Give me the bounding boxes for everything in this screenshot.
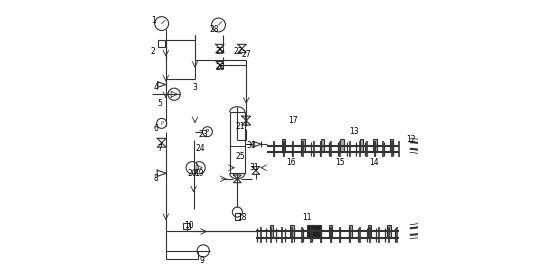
- Bar: [282, 139, 285, 153]
- Text: 8: 8: [154, 174, 159, 183]
- Bar: [183, 223, 190, 229]
- Bar: [235, 213, 240, 220]
- Text: 15: 15: [335, 158, 345, 167]
- Bar: [390, 139, 394, 153]
- Text: 25: 25: [236, 152, 245, 161]
- Text: 13: 13: [349, 127, 359, 136]
- Text: 22: 22: [233, 47, 243, 56]
- Text: 21: 21: [236, 122, 245, 131]
- Text: 3: 3: [192, 83, 197, 92]
- Text: 6: 6: [154, 124, 159, 133]
- Bar: [340, 139, 344, 153]
- Text: 19: 19: [195, 169, 204, 178]
- Text: 28: 28: [210, 25, 219, 34]
- Text: 11: 11: [302, 213, 312, 222]
- Bar: [307, 225, 321, 238]
- Text: 29: 29: [215, 47, 225, 56]
- Bar: [230, 112, 245, 173]
- Bar: [301, 139, 305, 153]
- Text: 10: 10: [184, 221, 194, 230]
- Text: 1: 1: [151, 16, 156, 25]
- Bar: [329, 225, 333, 238]
- Bar: [269, 225, 273, 238]
- Bar: [321, 139, 324, 153]
- Text: 5: 5: [157, 99, 162, 108]
- Bar: [348, 225, 352, 238]
- Circle shape: [202, 127, 212, 137]
- Text: 27: 27: [241, 50, 251, 59]
- Circle shape: [157, 118, 167, 128]
- Bar: [290, 225, 293, 238]
- Bar: [373, 139, 377, 153]
- Text: 18: 18: [238, 213, 247, 222]
- Bar: [359, 139, 363, 153]
- Bar: [368, 225, 371, 238]
- Circle shape: [233, 207, 243, 217]
- Text: P: P: [206, 129, 209, 134]
- Text: 17: 17: [288, 116, 298, 125]
- Circle shape: [193, 162, 205, 174]
- Text: 9: 9: [200, 256, 205, 265]
- Text: 16: 16: [286, 158, 295, 167]
- Text: P: P: [206, 129, 209, 134]
- Text: P: P: [160, 121, 163, 126]
- Text: 24: 24: [196, 144, 205, 153]
- Text: 14: 14: [369, 158, 378, 167]
- Text: 26: 26: [215, 64, 225, 73]
- Bar: [310, 225, 313, 238]
- Circle shape: [155, 17, 169, 31]
- Text: 7: 7: [157, 144, 162, 153]
- Text: 2: 2: [151, 47, 156, 56]
- Circle shape: [186, 162, 198, 174]
- Text: 23: 23: [198, 130, 208, 139]
- Text: 31: 31: [250, 163, 259, 172]
- Circle shape: [168, 88, 180, 100]
- Circle shape: [211, 18, 225, 32]
- Text: 30: 30: [247, 141, 257, 150]
- Text: 20: 20: [187, 169, 197, 178]
- Bar: [387, 225, 391, 238]
- Circle shape: [197, 245, 210, 257]
- Text: 12: 12: [406, 136, 416, 144]
- Text: 4: 4: [154, 83, 159, 92]
- Bar: [158, 40, 165, 47]
